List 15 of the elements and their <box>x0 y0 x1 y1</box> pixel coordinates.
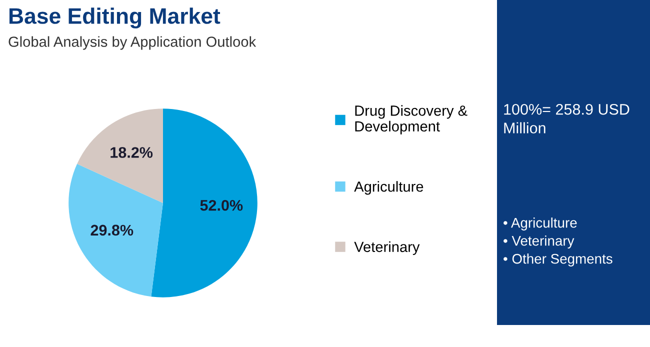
legend-label: Agriculture <box>354 181 424 195</box>
chart-subtitle: Global Analysis by Application Outlook <box>8 36 256 50</box>
legend-label: Drug Discovery & Development <box>355 105 468 134</box>
data-label: 52.0% <box>200 200 243 211</box>
data-label: 29.8% <box>90 224 134 236</box>
pie-slice <box>68 164 163 297</box>
data-label: 18.2% <box>110 147 153 158</box>
text: • Other Segments <box>504 254 612 266</box>
pie-slice <box>77 108 163 203</box>
text: • Veterinary <box>504 236 574 248</box>
text: • Agriculture <box>504 218 577 230</box>
pie-slice <box>151 108 258 298</box>
text: 100%= 258.9 USD Million <box>504 104 630 134</box>
legend-label: Veterinary <box>354 241 420 255</box>
chart-title: Base Editing Market <box>9 8 220 28</box>
